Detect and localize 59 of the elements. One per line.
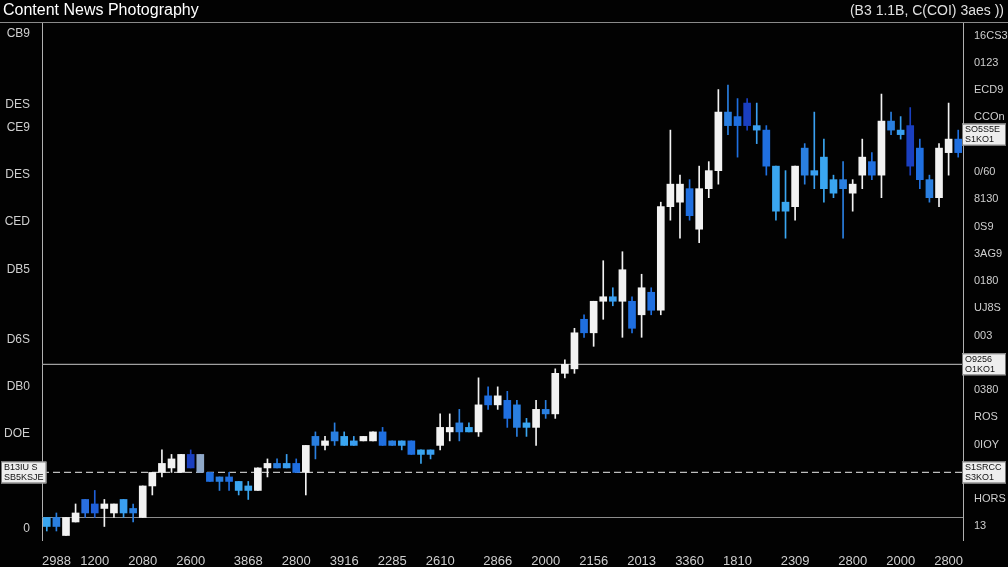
annotation: S1SRCC S3KO1 <box>965 461 1003 482</box>
category-label: DB0 <box>6 379 30 394</box>
candlestick <box>225 472 233 491</box>
category-label: ROS <box>974 410 998 423</box>
category-label: UJ8S <box>974 301 1001 314</box>
category-label: 003 <box>974 328 993 341</box>
candlestick <box>752 102 761 144</box>
category-label: DES <box>5 96 30 111</box>
x-tick-label: 2800 <box>281 553 311 567</box>
category-label: 0IOY <box>974 437 1000 450</box>
x-tick-label: 2000 <box>886 553 916 567</box>
x-tick-label: 2800 <box>934 553 964 567</box>
chart-title: Content News Photography <box>3 1 199 19</box>
x-tick-label: 3360 <box>675 553 705 567</box>
x-tick-label: 2013 <box>627 553 657 567</box>
x-tick-label: 1810 <box>723 553 753 567</box>
category-label: 0S9 <box>974 219 994 232</box>
x-tick-label: 1200 <box>80 553 110 567</box>
category-label: CED <box>4 214 30 229</box>
x-tick-label: 2000 <box>531 553 561 567</box>
text: O9256 O1KO1 <box>965 353 996 374</box>
annotation: SO5S5E S1KO1 <box>965 124 1001 145</box>
x-tick-label: 2080 <box>128 553 158 567</box>
category-label: HORS <box>974 492 1006 505</box>
chart-subtitle: (B3 1.1B, C(COI) 3aes )) <box>849 1 1004 18</box>
category-label: DES <box>5 167 30 182</box>
category-label: 13 <box>974 519 987 532</box>
candlestick <box>839 161 847 239</box>
candlestick <box>445 413 454 442</box>
category-label: 0123 <box>974 55 999 68</box>
category-label: DB5 <box>6 261 30 276</box>
candlestick <box>541 400 550 419</box>
x-tick-label: 3868 <box>233 553 263 567</box>
category-label: ECD9 <box>974 83 1004 96</box>
candlestick <box>599 260 608 320</box>
category-label: DOE <box>3 426 30 441</box>
category-label: 0 <box>23 520 30 535</box>
category-label: CE9 <box>6 120 30 135</box>
x-tick-label: 2156 <box>579 553 609 567</box>
x-tick-label: 2285 <box>377 553 407 567</box>
x-tick-label: 2800 <box>838 553 868 567</box>
category-label: 8130 <box>974 192 999 205</box>
category-label: 3AG9 <box>974 246 1003 259</box>
x-tick-label: 2988 <box>41 553 71 567</box>
category-label: CB9 <box>6 26 30 41</box>
x-tick-label: 3916 <box>329 553 359 567</box>
category-label: 16CS3 <box>974 28 1008 41</box>
category-label: 0180 <box>974 274 999 287</box>
x-tick-label: 2600 <box>176 553 206 567</box>
x-tick-label: 2610 <box>425 553 455 567</box>
ref-line-label: B13IU S SB5KSJE <box>4 461 44 482</box>
candlestick <box>848 179 857 212</box>
x-tick-label: 2309 <box>780 553 810 567</box>
category-label: CCOn <box>974 110 1005 123</box>
category-label: 0380 <box>974 383 999 396</box>
candlestick <box>810 111 819 189</box>
x-tick-label: 2866 <box>483 553 513 567</box>
category-label: 0/60 <box>974 164 996 177</box>
category-label: D6S <box>6 332 30 347</box>
